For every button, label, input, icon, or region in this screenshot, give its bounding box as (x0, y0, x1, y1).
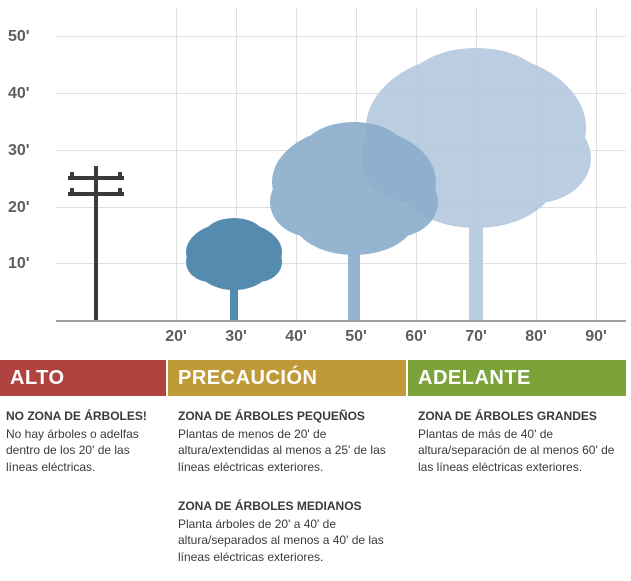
small-tree (180, 218, 288, 320)
desc-small-trees: ZONA DE ÁRBOLES PEQUEÑOS Plantas de meno… (178, 408, 400, 475)
x-tick-label: 70' (465, 328, 487, 346)
x-tick-label: 90' (585, 328, 607, 346)
y-tick-label: 40' (8, 85, 30, 103)
zone-precaucion: PRECAUCIÓN (168, 360, 408, 396)
x-tick-label: 30' (225, 328, 247, 346)
y-tick-label: 50' (8, 28, 30, 46)
x-tick-label: 20' (165, 328, 187, 346)
y-tick-label: 20' (8, 199, 30, 217)
desc-no-zone: NO ZONA DE ÁRBOLES! No hay árboles o ade… (6, 408, 164, 475)
x-axis (56, 320, 626, 322)
zone-bar: ALTO PRECAUCIÓN ADELANTE (0, 358, 628, 398)
x-tick-label: 50' (345, 328, 367, 346)
desc-large-trees: ZONA DE ÁRBOLES GRANDES Plantas de más d… (418, 408, 622, 475)
desc-title: NO ZONA DE ÁRBOLES! (6, 408, 164, 424)
desc-body: No hay árboles o adelfas dentro de los 2… (6, 426, 164, 475)
desc-body: Planta árboles de 20' a 40' de altura/se… (178, 516, 400, 565)
desc-title: ZONA DE ÁRBOLES PEQUEÑOS (178, 408, 400, 424)
desc-body: Plantas de más de 40' de altura/separaci… (418, 426, 622, 475)
desc-body: Plantas de menos de 20' de altura/extend… (178, 426, 400, 475)
gridline-h-50 (56, 36, 626, 37)
gridline-v-20 (176, 8, 177, 320)
chart-area: 10' 20' 30' 40' 50' (0, 0, 631, 350)
desc-medium-trees: ZONA DE ÁRBOLES MEDIANOS Planta árboles … (178, 498, 400, 565)
y-tick-label: 30' (8, 142, 30, 160)
zone-adelante: ADELANTE (408, 360, 626, 396)
zone-alto: ALTO (0, 360, 168, 396)
x-tick-label: 60' (405, 328, 427, 346)
x-tick-label: 40' (285, 328, 307, 346)
gridline-v-90 (596, 8, 597, 320)
x-tick-label: 80' (525, 328, 547, 346)
medium-tree (264, 122, 444, 320)
power-pole (66, 166, 126, 322)
desc-title: ZONA DE ÁRBOLES GRANDES (418, 408, 622, 424)
y-tick-label: 10' (8, 255, 30, 273)
desc-title: ZONA DE ÁRBOLES MEDIANOS (178, 498, 400, 514)
